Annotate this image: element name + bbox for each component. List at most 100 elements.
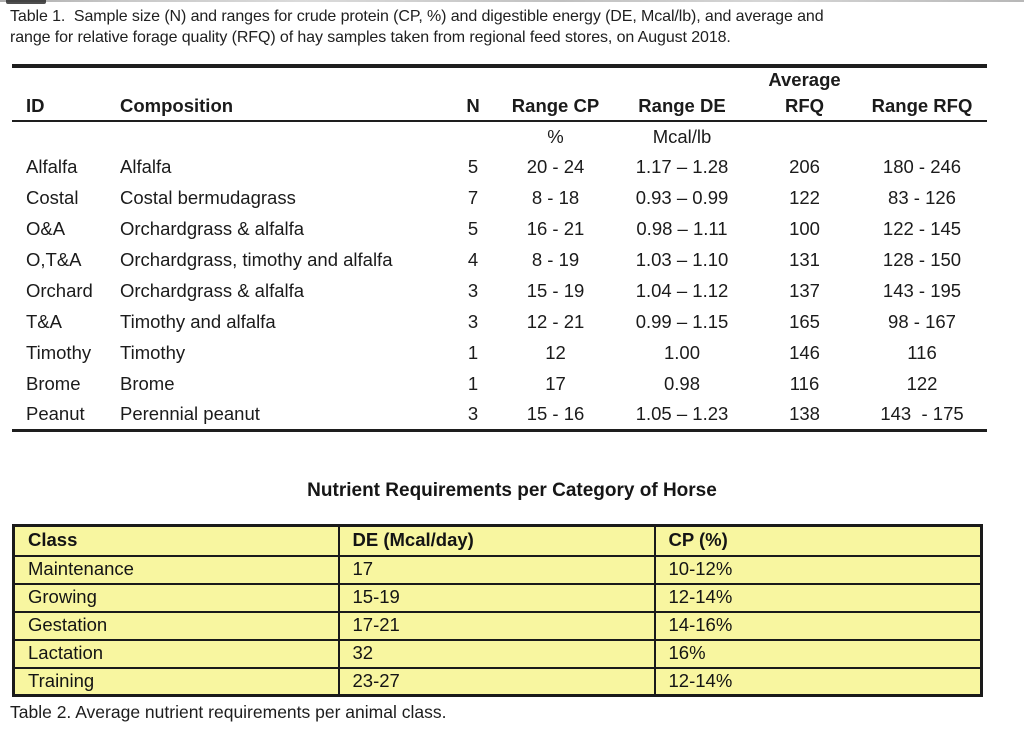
cell-range-de: 1.00 [663, 341, 700, 363]
units-de: Mcal/lb [652, 125, 712, 147]
cell-composition: Alfalfa [120, 155, 172, 177]
header-average-line1: Average [768, 68, 841, 90]
cell-range-rfq: 122 [906, 372, 938, 394]
table-row: Brome Brome 1 17 0.98 116 122 [12, 368, 987, 399]
cell-cp: 14-16% [653, 610, 983, 641]
cell-de: 17-21 [337, 610, 656, 641]
table-row-average-label: Average [12, 66, 987, 91]
table-row: O&A Orchardgrass & alfalfa 5 16 - 21 0.9… [12, 213, 987, 244]
cell-range-cp: 8 - 19 [531, 248, 580, 270]
cell-range-rfq: 143 - 195 [882, 279, 962, 301]
cell-cp: 10-12% [653, 554, 983, 585]
units-cp: % [547, 125, 564, 147]
cell-avg-rfq: 146 [789, 341, 820, 363]
cell-n: 3 [467, 310, 479, 332]
cell-composition: Brome [120, 372, 175, 394]
scan-artifact-line [0, 0, 1024, 2]
nutrient-requirements-table: Class DE (Mcal/day) CP (%) Maintenance 1… [12, 524, 983, 697]
cell-de: 15-19 [337, 582, 656, 613]
cell-de: 23-27 [337, 666, 656, 697]
cell-composition: Orchardgrass & alfalfa [120, 217, 305, 239]
scan-artifact-blob [6, 0, 46, 4]
cell-composition: Costal bermudagrass [120, 186, 296, 208]
cell-n: 4 [467, 248, 479, 270]
table-header-row: ID Composition N Range CP Range DE RFQ R… [12, 91, 987, 122]
cell-range-cp: 15 - 16 [526, 402, 585, 424]
cell-avg-rfq: 206 [789, 155, 820, 177]
cell-avg-rfq: 131 [789, 248, 820, 270]
cell-id: Alfalfa [26, 155, 78, 177]
table-row: Peanut Perennial peanut 3 15 - 16 1.05 –… [12, 399, 987, 430]
header-composition: Composition [102, 91, 447, 122]
spacer-cell [447, 121, 499, 151]
spacer-cell [102, 121, 447, 151]
cell-n: 7 [467, 186, 479, 208]
cell-composition: Timothy [120, 341, 186, 363]
header-de: DE (Mcal/day) [337, 524, 656, 557]
spacer-cell [857, 66, 987, 91]
cell-avg-rfq: 165 [789, 310, 820, 332]
cell-id: Orchard [26, 279, 93, 301]
table-row: Costal Costal bermudagrass 7 8 - 18 0.93… [12, 182, 987, 213]
cell-id: Brome [26, 372, 81, 394]
cell-avg-rfq: 138 [789, 402, 820, 424]
cell-id: O,T&A [26, 248, 82, 270]
cell-range-rfq: 143 - 175 [880, 402, 964, 424]
cell-n: 5 [467, 155, 479, 177]
cell-id: Costal [26, 186, 79, 208]
cell-de: 17 [337, 554, 656, 585]
table1-caption: Table 1. Sample size (N) and ranges for … [10, 6, 824, 48]
cell-composition: Orchardgrass, timothy and alfalfa [120, 248, 393, 270]
spacer-cell [857, 121, 987, 151]
table-row: O,T&A Orchardgrass, timothy and alfalfa … [12, 244, 987, 275]
cell-id: Peanut [26, 402, 85, 424]
header-range-rfq: Range RFQ [857, 91, 987, 122]
cell-n: 5 [467, 217, 479, 239]
table-row: Growing 15-19 12-14% [12, 582, 983, 613]
table-row: Lactation 32 16% [12, 638, 983, 669]
cell-range-cp: 17 [545, 372, 566, 394]
hay-samples-table: Average ID Composition N Range CP Range … [12, 64, 987, 432]
header-range-cp: Range CP [499, 91, 612, 122]
table-units-row: % Mcal/lb [12, 121, 987, 151]
header-n: N [447, 91, 499, 122]
spacer-cell [12, 66, 752, 91]
header-avg-rfq: RFQ [752, 91, 857, 122]
cell-range-rfq: 122 - 145 [882, 217, 962, 239]
cell-class: Growing [12, 582, 340, 613]
cell-n: 3 [467, 402, 479, 424]
cell-range-cp: 16 - 21 [526, 217, 585, 239]
table2-title: Nutrient Requirements per Category of Ho… [307, 480, 717, 501]
cell-id: Timothy [26, 341, 92, 363]
cell-class: Training [12, 666, 340, 697]
table-row: Orchard Orchardgrass & alfalfa 3 15 - 19… [12, 275, 987, 306]
cell-avg-rfq: 137 [789, 279, 820, 301]
cell-class: Maintenance [12, 554, 340, 585]
cell-range-rfq: 83 - 126 [888, 186, 956, 208]
cell-avg-rfq: 100 [789, 217, 820, 239]
cell-avg-rfq: 116 [789, 372, 820, 394]
cell-de: 32 [337, 638, 656, 669]
cell-range-de: 0.93 – 0.99 [635, 186, 729, 208]
cell-range-rfq: 128 - 150 [882, 248, 962, 270]
header-cp: CP (%) [653, 524, 983, 557]
spacer-cell [752, 121, 857, 151]
header-class: Class [12, 524, 340, 557]
table-row: T&A Timothy and alfalfa 3 12 - 21 0.99 –… [12, 306, 987, 337]
cell-class: Lactation [12, 638, 340, 669]
cell-cp: 12-14% [653, 582, 983, 613]
cell-range-de: 1.03 – 1.10 [635, 248, 729, 270]
cell-range-de: 0.98 – 1.11 [636, 217, 728, 239]
cell-range-cp: 12 - 21 [526, 310, 585, 332]
table-row: Alfalfa Alfalfa 5 20 - 24 1.17 – 1.28 20… [12, 151, 987, 182]
cell-avg-rfq: 122 [789, 186, 820, 208]
spacer-cell [12, 121, 102, 151]
cell-range-cp: 12 [545, 341, 566, 363]
cell-range-cp: 20 - 24 [526, 155, 585, 177]
cell-composition: Orchardgrass & alfalfa [120, 279, 305, 301]
cell-range-cp: 15 - 19 [526, 279, 585, 301]
table-row: Gestation 17-21 14-16% [12, 610, 983, 641]
table-header-row: Class DE (Mcal/day) CP (%) [12, 524, 983, 557]
cell-composition: Timothy and alfalfa [120, 310, 276, 332]
header-range-de: Range DE [612, 91, 752, 122]
